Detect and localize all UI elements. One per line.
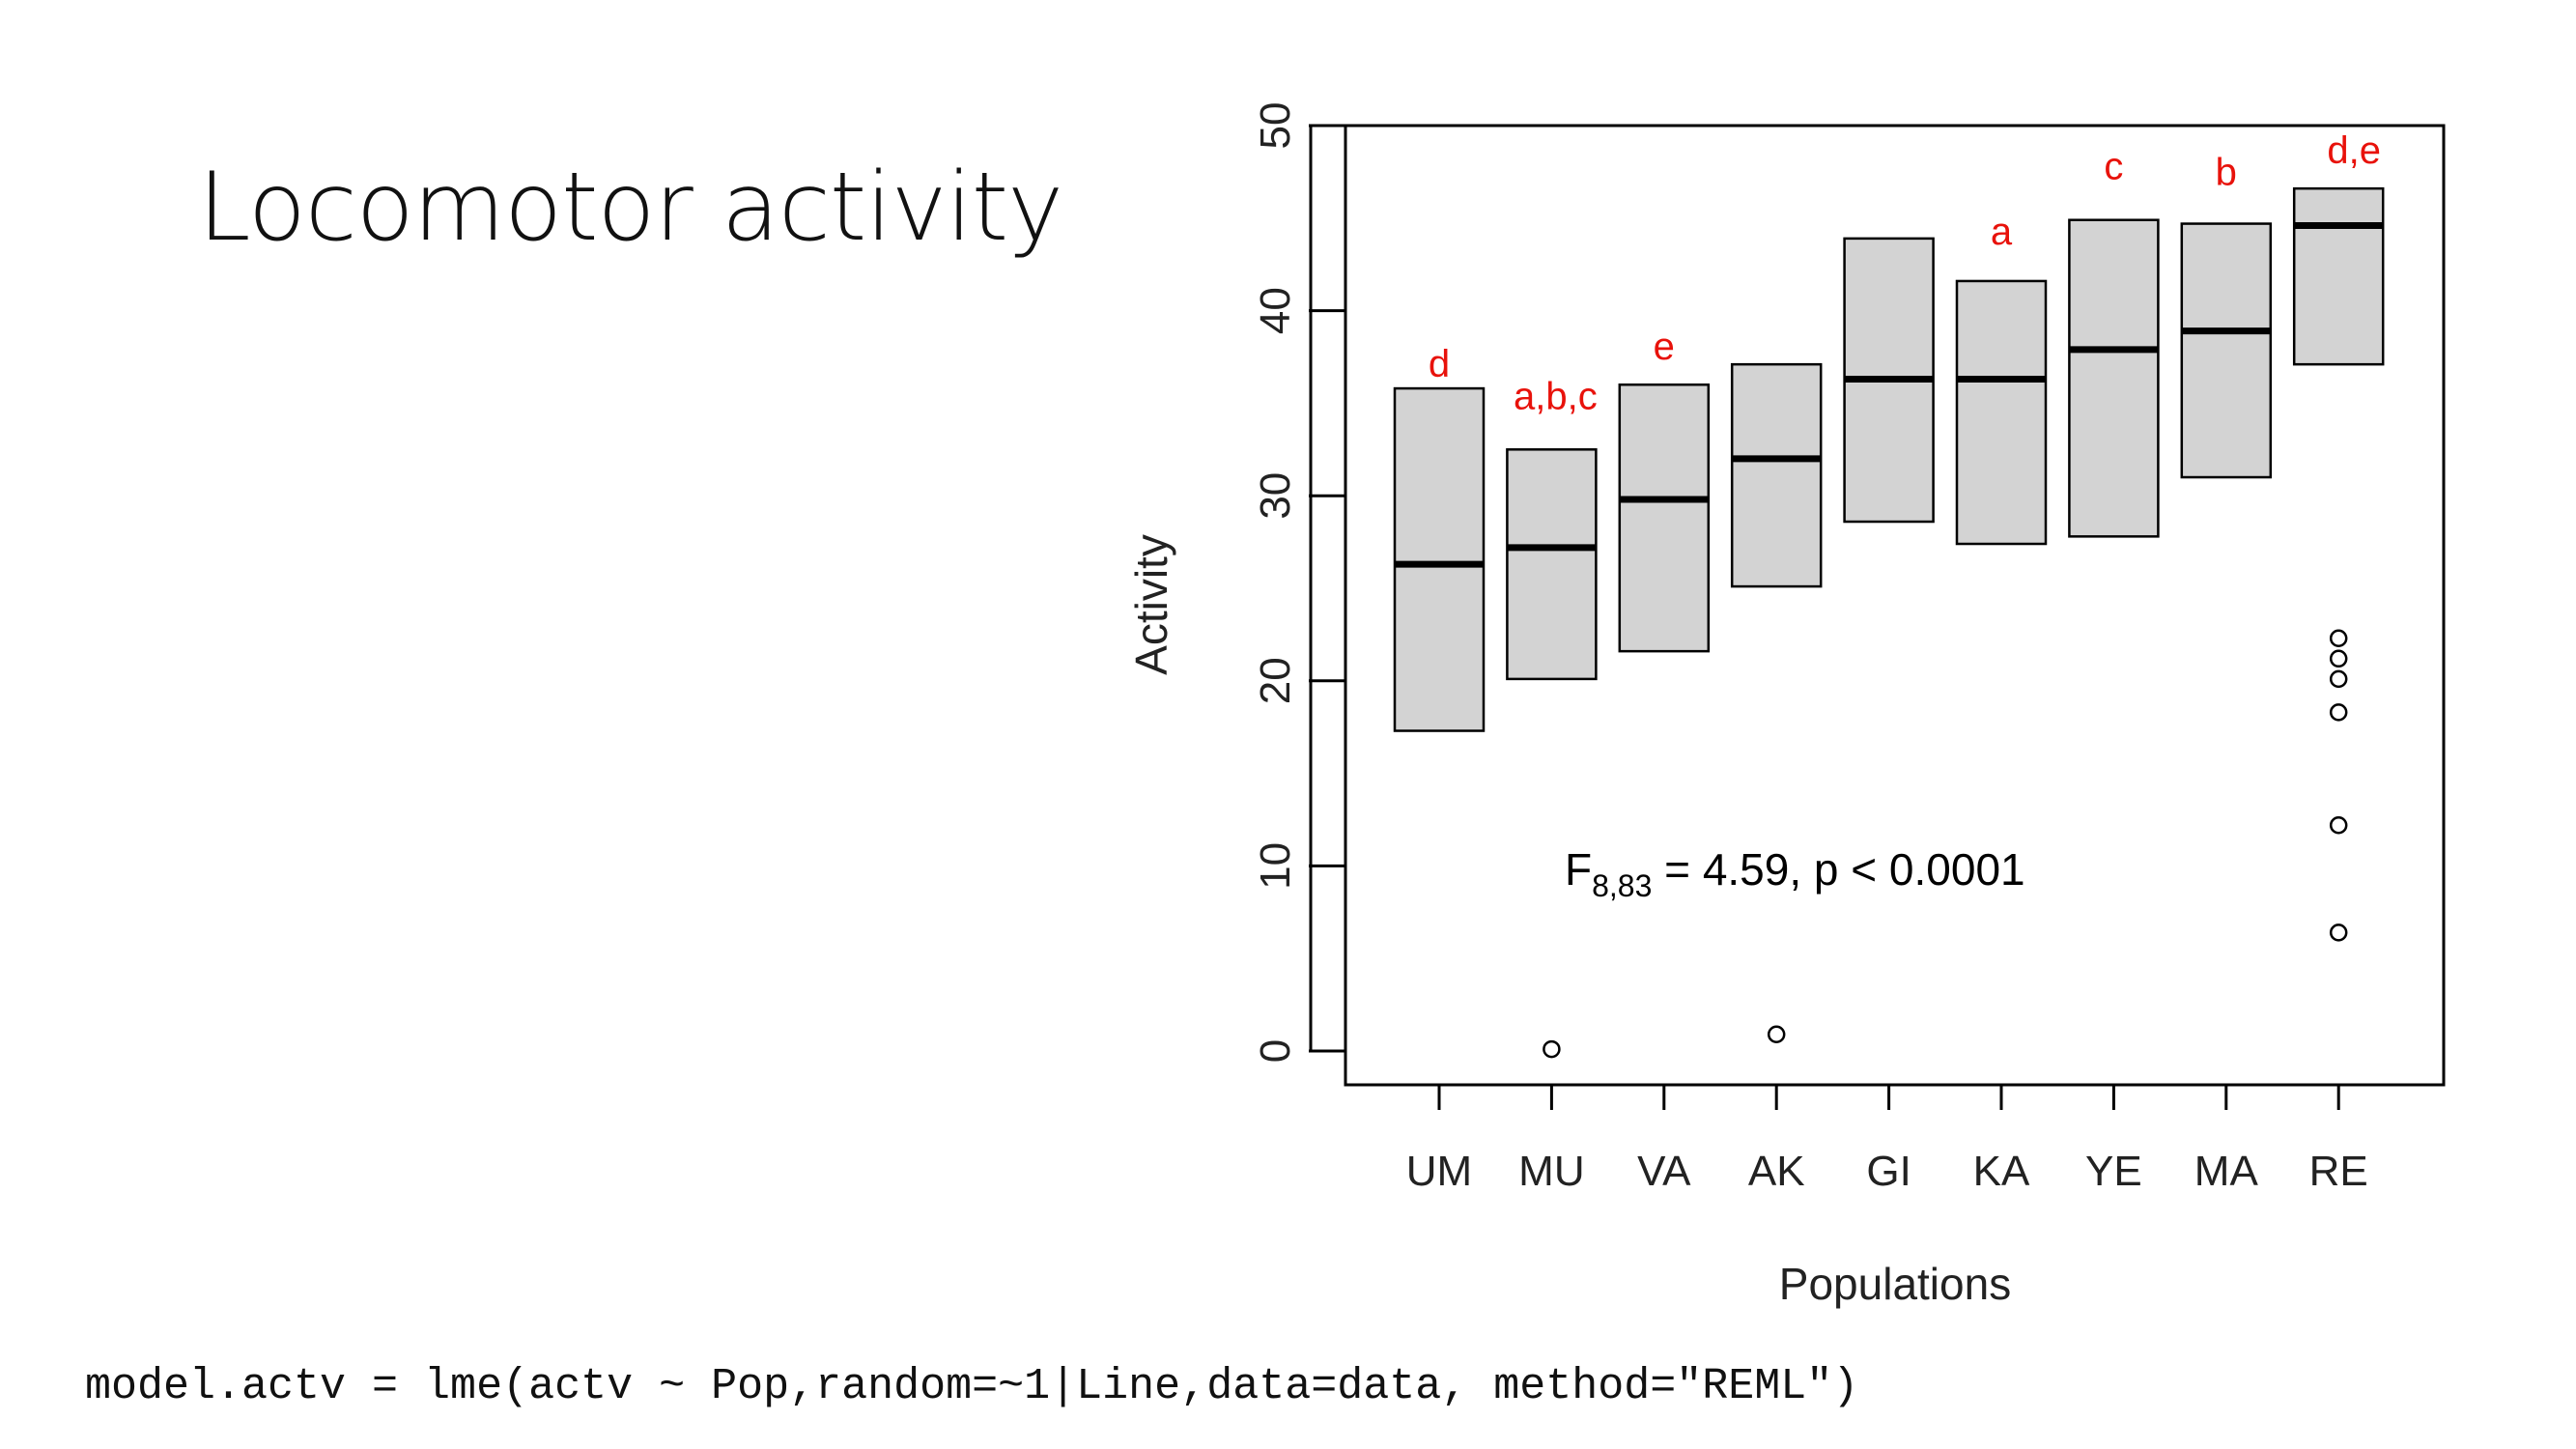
significance-letters: d a,b,c e a c b d,e: [1429, 129, 2381, 417]
f-statistic-df: 8,83: [1592, 868, 1652, 903]
y-tick-label: 20: [1252, 657, 1299, 704]
box-UM: [1393, 386, 1486, 732]
x-axis: UM MU VA AK GI KA YE MA RE: [1406, 1085, 2368, 1195]
box-KA: [1955, 279, 2048, 546]
x-tick-label: VA: [1637, 1148, 1691, 1195]
y-tick-label: 40: [1252, 287, 1299, 334]
x-tick-label: KA: [1973, 1148, 2030, 1195]
significance-letter-VA: e: [1654, 326, 1675, 368]
y-tick-label: 30: [1252, 472, 1299, 520]
outlier-point-RE: [2329, 629, 2348, 647]
x-tick-label: UM: [1406, 1148, 1472, 1195]
outlier-point-MU: [1543, 1039, 1561, 1059]
y-axis-title: Activity: [1126, 534, 1176, 675]
outlier-point-RE: [2329, 703, 2348, 722]
outliers: [1543, 629, 2348, 1059]
x-tick-label: YE: [2085, 1148, 2142, 1195]
x-tick-label: GI: [1866, 1148, 1911, 1195]
significance-letter-MU: a,b,c: [1514, 375, 1598, 417]
x-tick-label: MU: [1518, 1148, 1584, 1195]
significance-letter-MA: b: [2216, 152, 2237, 194]
outlier-point-RE: [2329, 923, 2348, 942]
x-tick-label: RE: [2309, 1148, 2368, 1195]
box-MU: [1506, 448, 1598, 681]
outlier-point-RE: [2329, 815, 2348, 835]
box-YE: [2068, 218, 2160, 538]
box-VA: [1618, 383, 1711, 653]
y-axis: 0 10 20 30 40 50: [1252, 102, 1345, 1063]
box-AK: [1730, 362, 1823, 588]
y-tick-label: 10: [1252, 842, 1299, 890]
box-MA: [2180, 222, 2273, 479]
significance-letter-YE: c: [2104, 146, 2123, 188]
x-tick-label: MA: [2194, 1148, 2259, 1195]
plot-frame: [1344, 124, 2446, 1087]
significance-letter-RE: d,e: [2327, 129, 2381, 172]
y-tick-label: 0: [1252, 1039, 1299, 1063]
f-statistic-annotation: F8,83 = 4.59, p < 0.0001: [1565, 844, 2025, 903]
outlier-point-RE: [2329, 649, 2348, 668]
significance-letter-KA: a: [1991, 211, 2013, 253]
f-statistic-value: = 4.59, p < 0.0001: [1652, 844, 2024, 895]
outlier-point-RE: [2329, 669, 2348, 689]
significance-letter-UM: d: [1429, 343, 1450, 385]
x-tick-label: AK: [1748, 1148, 1805, 1195]
outlier-point-AK: [1767, 1025, 1786, 1044]
box-RE: [2292, 186, 2385, 366]
slide-title: Locomotor activity: [198, 153, 1063, 263]
y-tick-label: 50: [1252, 102, 1299, 150]
boxes: [1393, 186, 2385, 732]
model-code-line: model.actv = lme(actv ~ Pop,random=~1|Li…: [85, 1362, 1859, 1411]
f-statistic-prefix: F: [1565, 844, 1592, 895]
x-axis-title: Populations: [1779, 1259, 2011, 1309]
